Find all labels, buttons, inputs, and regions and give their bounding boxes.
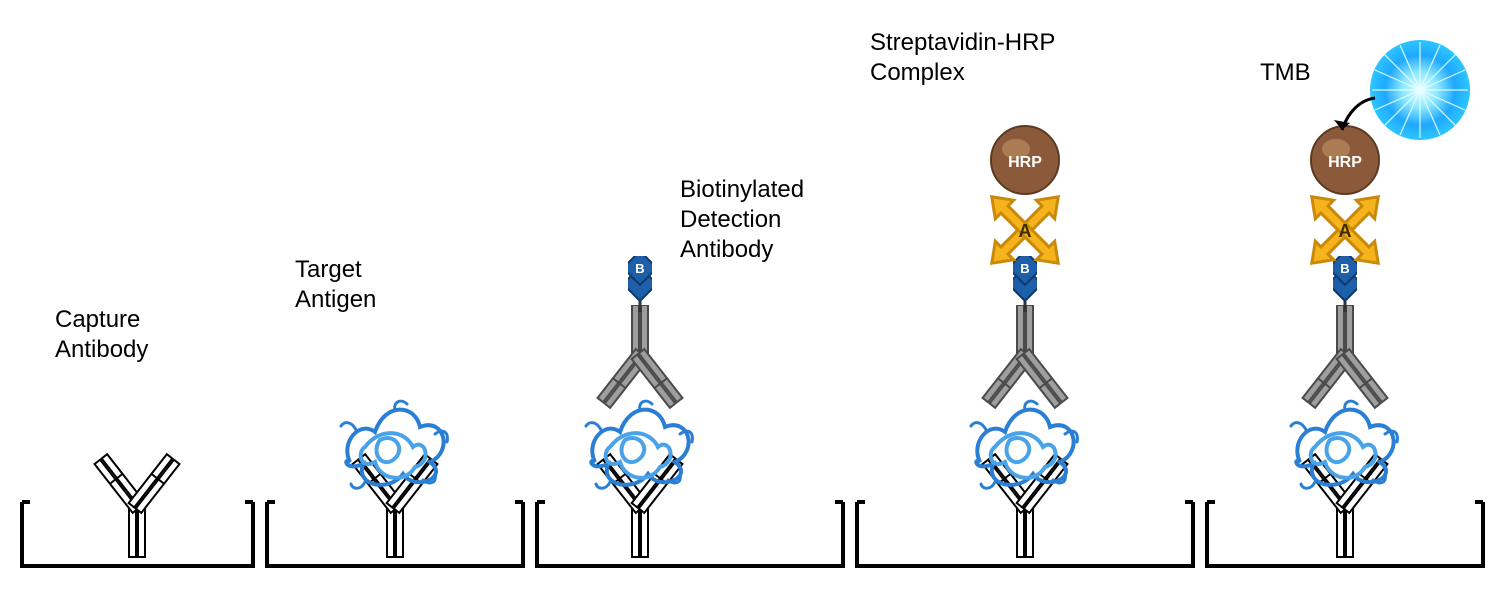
streptavidin-icon: [1298, 183, 1393, 278]
panel-3: [535, 30, 845, 570]
detection-antibody-icon: [1280, 305, 1410, 415]
label-biotin-detection: Biotinylated Detection Antibody: [680, 175, 804, 265]
biotin-icon: [628, 256, 652, 312]
tmb-arrow-icon: [1320, 90, 1390, 150]
panel-4: [855, 30, 1195, 570]
detection-antibody-icon: [575, 305, 705, 415]
label-streptavidin-hrp: Streptavidin-HRP Complex: [870, 28, 1055, 88]
panel-5: [1205, 30, 1485, 570]
antigen-icon: [335, 392, 455, 492]
capture-antibody-icon: [72, 452, 202, 562]
detection-antibody-icon: [960, 305, 1090, 415]
label-tmb: TMB: [1260, 58, 1311, 88]
panel-1: [20, 30, 255, 570]
label-target-antigen: Target Antigen: [295, 255, 376, 315]
streptavidin-icon: [978, 183, 1073, 278]
hrp-icon: [990, 125, 1060, 195]
label-capture-antibody: Capture Antibody: [55, 305, 148, 365]
